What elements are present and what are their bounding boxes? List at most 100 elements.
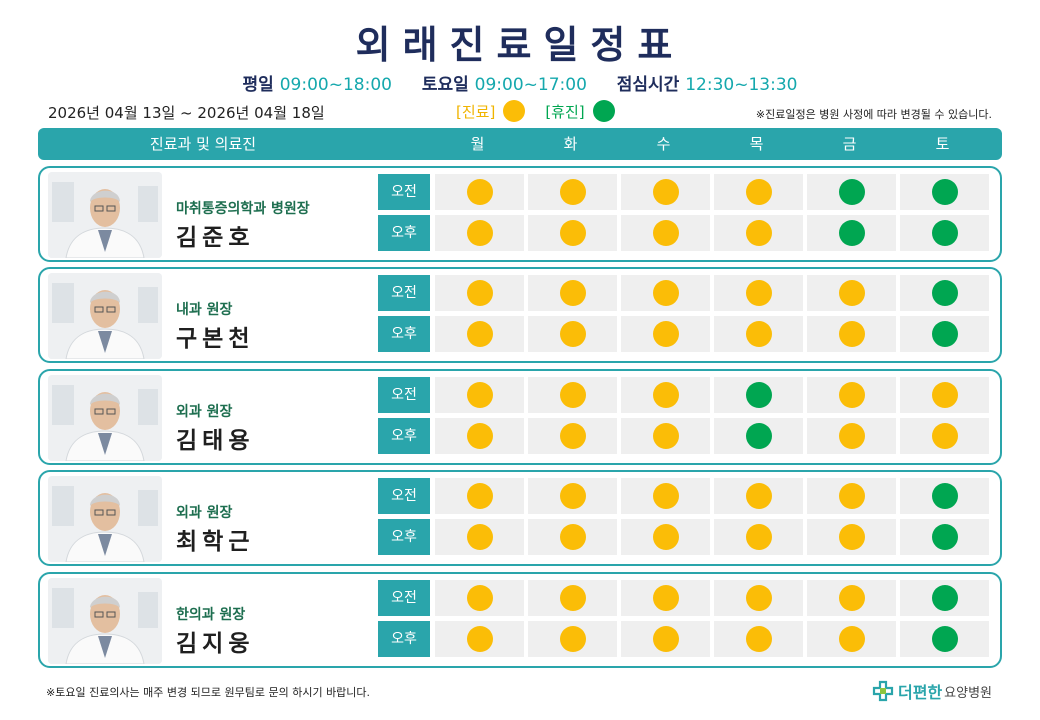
open-status-dot xyxy=(560,626,586,652)
schedule-cell-fri-pm xyxy=(807,519,896,555)
schedule-period: 2026년 04월 13일 ~ 2026년 04월 18일 xyxy=(48,104,325,122)
doctor-name: 김준호 xyxy=(176,225,255,251)
schedule-cell-thu-pm xyxy=(714,316,803,352)
weekday-label: 평일 xyxy=(242,75,274,95)
open-status-dot xyxy=(932,423,958,449)
open-status-dot xyxy=(560,585,586,611)
closed-status-dot xyxy=(932,626,958,652)
open-status-dot xyxy=(746,524,772,550)
closed-status-dot xyxy=(932,179,958,205)
open-status-dot xyxy=(560,423,586,449)
schedule-cell-fri-pm xyxy=(807,621,896,657)
doctor-photo xyxy=(48,273,162,359)
schedule-cell-tue-am xyxy=(528,377,617,413)
schedule-cell-sat-am xyxy=(900,377,989,413)
open-status-dot xyxy=(653,626,679,652)
doctor-photo xyxy=(48,375,162,461)
open-status-dot xyxy=(746,483,772,509)
schedule-cell-thu-pm xyxy=(714,621,803,657)
schedule-cell-wed-am xyxy=(621,478,710,514)
closed-status-dot xyxy=(932,280,958,306)
slot-label-pm: 오후 xyxy=(378,621,430,657)
open-status-dot xyxy=(560,382,586,408)
schedule-change-note: ※진료일정은 병원 사정에 따라 변경될 수 있습니다. xyxy=(755,108,992,121)
open-status-dot xyxy=(746,321,772,347)
slot-label-pm: 오후 xyxy=(378,215,430,251)
schedule-cell-thu-pm xyxy=(714,519,803,555)
slot-label-am: 오전 xyxy=(378,174,430,210)
doctor-card: 외과 원장 최학근 오전 오후 xyxy=(38,470,1002,566)
doctor-card: 한의과 원장 김지웅 오전 오후 xyxy=(38,572,1002,668)
schedule-cell-thu-am xyxy=(714,377,803,413)
open-status-dot xyxy=(839,280,865,306)
schedule-cell-fri-am xyxy=(807,377,896,413)
schedule-cell-wed-pm xyxy=(621,519,710,555)
schedule-cell-tue-am xyxy=(528,478,617,514)
schedule-cell-tue-am xyxy=(528,275,617,311)
open-status-dot xyxy=(467,585,493,611)
schedule-cell-wed-am xyxy=(621,174,710,210)
legend-open-label: [진료] xyxy=(456,102,496,121)
doctor-dept: 내과 원장 xyxy=(176,302,233,318)
schedule-cell-mon-am xyxy=(435,580,524,616)
schedule-cell-fri-am xyxy=(807,275,896,311)
open-status-dot xyxy=(839,626,865,652)
lunch-time: 12:30~13:30 xyxy=(685,75,798,95)
open-status-dot xyxy=(560,179,586,205)
open-status-dot xyxy=(467,321,493,347)
schedule-cell-sat-am xyxy=(900,580,989,616)
schedule-cell-fri-am xyxy=(807,478,896,514)
open-status-dot xyxy=(932,382,958,408)
header-day-fri: 금 xyxy=(842,135,857,153)
open-status-dot xyxy=(653,524,679,550)
schedule-cell-sat-pm xyxy=(900,519,989,555)
open-status-dot xyxy=(839,382,865,408)
open-status-dot xyxy=(560,220,586,246)
doctor-card: 외과 원장 김태용 오전 오후 xyxy=(38,369,1002,465)
open-status-dot xyxy=(467,626,493,652)
open-status-dot xyxy=(467,423,493,449)
schedule-cell-mon-pm xyxy=(435,519,524,555)
schedule-cell-tue-pm xyxy=(528,215,617,251)
schedule-cell-mon-am xyxy=(435,377,524,413)
open-status-dot xyxy=(653,382,679,408)
doctor-name: 최학근 xyxy=(176,529,255,555)
saturday-time: 09:00~17:00 xyxy=(474,75,587,95)
closed-status-dot xyxy=(746,423,772,449)
open-status-dot xyxy=(560,483,586,509)
open-status-dot xyxy=(560,280,586,306)
open-status-dot xyxy=(746,280,772,306)
footer-note: ※토요일 진료의사는 매주 변경 되므로 원무팀로 문의 하시기 바랍니다. xyxy=(46,686,371,699)
open-status-dot xyxy=(839,321,865,347)
open-status-dot xyxy=(560,321,586,347)
open-status-dot xyxy=(653,321,679,347)
schedule-cell-sat-am xyxy=(900,275,989,311)
operating-hours: 평일 09:00~18:00 토요일 09:00~17:00 점심시간 12:3… xyxy=(0,70,1040,95)
schedule-cell-tue-pm xyxy=(528,621,617,657)
open-status-dot xyxy=(839,483,865,509)
doctor-name: 김태용 xyxy=(176,428,255,454)
schedule-cell-wed-am xyxy=(621,580,710,616)
doctor-photo xyxy=(48,578,162,664)
open-status-dot xyxy=(653,423,679,449)
doctor-dept: 외과 원장 xyxy=(176,505,233,521)
legend-open-dot xyxy=(503,100,526,122)
slot-label-am: 오전 xyxy=(378,275,430,311)
schedule-cell-tue-am xyxy=(528,580,617,616)
closed-status-dot xyxy=(932,220,958,246)
open-status-dot xyxy=(467,382,493,408)
schedule-cell-tue-pm xyxy=(528,316,617,352)
logo-brand: 더편한 xyxy=(898,683,943,702)
schedule-cell-wed-pm xyxy=(621,316,710,352)
schedule-cell-wed-pm xyxy=(621,621,710,657)
header-day-sat: 토 xyxy=(935,135,950,153)
schedule-cell-mon-am xyxy=(435,275,524,311)
schedule-cell-mon-pm xyxy=(435,316,524,352)
slot-label-am: 오전 xyxy=(378,580,430,616)
open-status-dot xyxy=(746,179,772,205)
doctor-card: 내과 원장 구본천 오전 오후 xyxy=(38,267,1002,363)
closed-status-dot xyxy=(932,585,958,611)
logo-suffix: 요양병원 xyxy=(944,685,993,701)
open-status-dot xyxy=(653,179,679,205)
open-status-dot xyxy=(560,524,586,550)
